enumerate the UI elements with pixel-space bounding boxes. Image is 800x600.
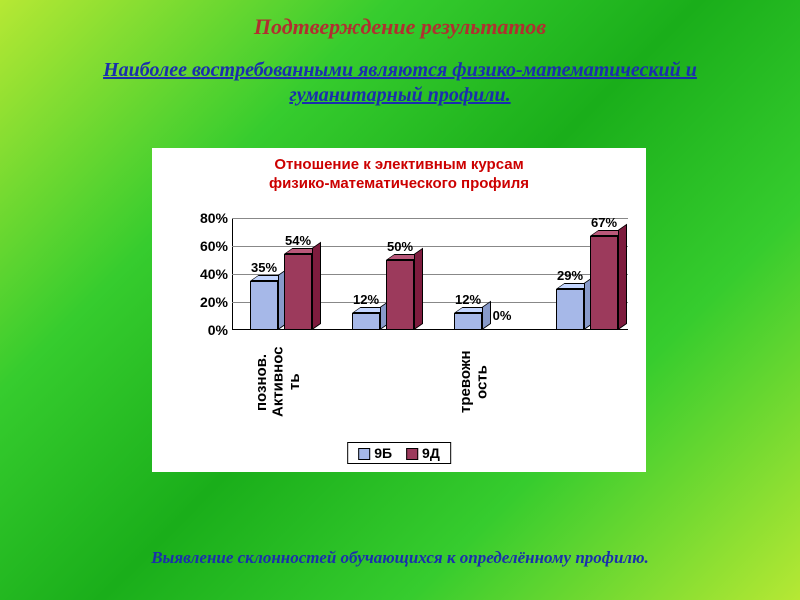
chart-title: Отношение к элективным курсам физико-мат… — [152, 156, 646, 194]
chart-title-line1: Отношение к элективным курсам — [274, 156, 523, 173]
chart-title-line2: физико-математического профиля — [269, 175, 529, 192]
legend-swatch — [358, 448, 370, 460]
bar-value-label: 35% — [251, 260, 277, 275]
legend-item-9Б: 9Б — [358, 445, 392, 461]
y-tick-label: 80% — [200, 210, 228, 226]
category-label: познов. Активнос ть — [254, 334, 304, 430]
chart-plot-area: 35%54%12%50%12%0%29%67% — [232, 218, 628, 330]
page-subtitle: Наиболее востребованными являются физико… — [60, 58, 740, 108]
bar-value-label: 29% — [557, 268, 583, 283]
legend-label: 9Б — [374, 445, 392, 461]
y-tick-label: 60% — [200, 238, 228, 254]
y-axis: 0%20%40%60%80% — [190, 218, 230, 330]
bar-value-label: 67% — [591, 215, 617, 230]
bar-value-label: 12% — [353, 292, 379, 307]
bar-9Б-1: 12% — [352, 313, 380, 330]
bar-9Б-0: 35% — [250, 281, 278, 330]
gridline — [232, 218, 628, 219]
bar-9Д-1: 50% — [386, 260, 414, 330]
category-label — [560, 334, 577, 430]
bar-9Д-0: 54% — [284, 254, 312, 330]
category-label — [356, 334, 373, 430]
y-tick-label: 0% — [208, 322, 228, 338]
legend-item-9Д: 9Д — [406, 445, 440, 461]
bar-value-label: 50% — [387, 239, 413, 254]
legend-label: 9Д — [422, 445, 440, 461]
chart-container: Отношение к элективным курсам физико-мат… — [152, 148, 646, 472]
legend-swatch — [406, 448, 418, 460]
bar-9Д-2: 0% — [488, 329, 516, 330]
y-tick-label: 40% — [200, 266, 228, 282]
bar-9Д-3: 67% — [590, 236, 618, 330]
bar-value-label: 0% — [493, 308, 512, 323]
bar-value-label: 54% — [285, 233, 311, 248]
y-tick-label: 20% — [200, 294, 228, 310]
bar-9Б-3: 29% — [556, 289, 584, 330]
bar-value-label: 12% — [455, 292, 481, 307]
bar-9Б-2: 12% — [454, 313, 482, 330]
page-title: Подтверждение результатов — [0, 14, 800, 40]
chart-legend: 9Б 9Д — [347, 442, 451, 464]
category-label: тревожн ость — [458, 334, 491, 430]
page-footer: Выявление склонностей обучающихся к опре… — [0, 548, 800, 568]
